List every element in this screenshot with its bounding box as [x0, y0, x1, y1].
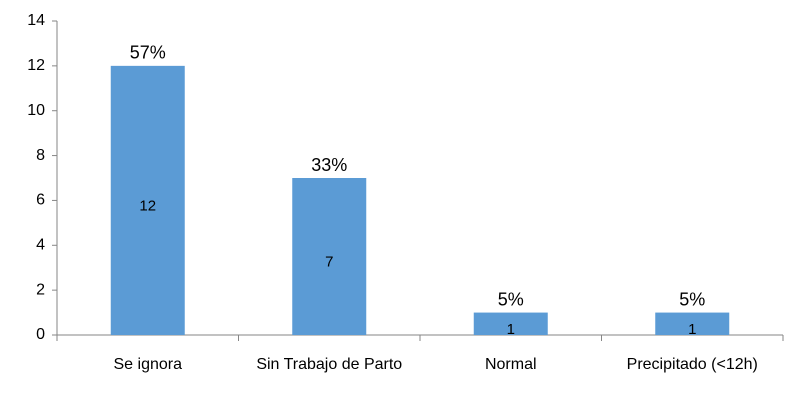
bar [292, 178, 367, 335]
value-label: 1 [507, 321, 515, 338]
bar [110, 65, 185, 335]
value-label: 12 [139, 197, 156, 214]
y-tick-label: 2 [36, 281, 45, 298]
y-tick-label: 6 [36, 192, 45, 209]
y-tick-label: 8 [36, 147, 45, 164]
x-tick-label: Se ignora [113, 356, 183, 373]
y-tick-label: 10 [27, 102, 45, 119]
x-tick-label: Sin Trabajo de Parto [256, 356, 403, 373]
y-tick-label: 0 [36, 326, 45, 343]
y-tick-label: 12 [27, 57, 45, 74]
percent-label: 5% [679, 289, 705, 309]
percent-label: 33% [311, 155, 347, 175]
value-label: 7 [325, 253, 333, 270]
bar [655, 312, 730, 335]
y-tick-label: 4 [36, 237, 45, 254]
x-tick-label: Precipitado (<12h) [626, 356, 758, 373]
value-label: 1 [688, 321, 696, 338]
y-tick-label: 14 [27, 12, 45, 29]
percent-label: 57% [130, 43, 166, 63]
x-tick-label: Normal [484, 356, 537, 373]
percent-label: 5% [498, 289, 524, 309]
bar [473, 312, 548, 335]
